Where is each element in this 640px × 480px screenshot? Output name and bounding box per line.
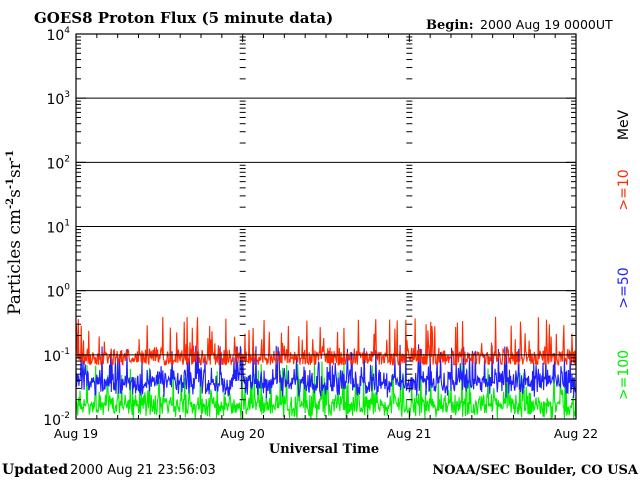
updated-label: Updated (2, 462, 68, 478)
legend-unit: MeV (616, 109, 632, 140)
y-tick-label-base: 10 (46, 28, 64, 44)
y-tick-label: 10-2 (43, 411, 70, 429)
x-tick-label: Aug 22 (554, 426, 598, 441)
y-tick-label-base: 10 (46, 285, 64, 301)
legend-ge10: >=10 (616, 169, 632, 210)
legend-ge50: >=50 (616, 267, 632, 308)
y-axis-label-part: s (5, 189, 25, 198)
y-tick-label-exponent: 2 (64, 154, 70, 164)
y-tick-label-exponent: -1 (61, 347, 70, 357)
x-tick-label: Aug 19 (54, 426, 98, 441)
y-tick-label: 104 (46, 26, 70, 44)
legend-ge100: >=100 (616, 350, 632, 400)
x-tick-label: Aug 21 (387, 426, 431, 441)
y-tick-label-exponent: 4 (64, 26, 70, 36)
y-tick-label-exponent: -2 (61, 411, 70, 421)
y-tick-label: 102 (46, 154, 70, 172)
y-tick-label-base: 10 (46, 221, 64, 237)
y-tick-label-exponent: 1 (64, 219, 70, 229)
source-credit: NOAA/SEC Boulder, CO USA (432, 463, 639, 478)
chart-title: GOES8 Proton Flux (5 minute data) (34, 9, 333, 27)
series-line-ge50 (75, 344, 577, 399)
y-tick-label: 101 (46, 219, 70, 237)
y-axis-label-exponent: -1 (5, 150, 16, 161)
y-tick-label-exponent: 0 (64, 283, 70, 293)
y-tick-label-base: 10 (46, 156, 64, 172)
begin-label: Begin: (426, 18, 474, 33)
x-axis-label: Universal Time (269, 442, 379, 457)
y-tick-label: 103 (46, 90, 70, 108)
y-axis-label-part: Particles cm (5, 209, 25, 315)
y-axis-label-exponent: -1 (5, 178, 16, 189)
begin-value: 2000 Aug 19 0000UT (480, 17, 613, 32)
updated-value: 2000 Aug 21 23:56:03 (70, 463, 216, 478)
y-tick-label: 100 (46, 283, 70, 301)
y-axis-label-part: sr (5, 160, 25, 178)
series-line-ge10 (75, 316, 577, 367)
y-tick-label-base: 10 (46, 92, 64, 108)
y-tick-label-base: 10 (43, 413, 61, 429)
y-tick-label-base: 10 (43, 349, 61, 365)
y-axis-label: Particles cm-2s-1sr-1 (5, 150, 25, 315)
y-tick-label: 10-1 (43, 347, 70, 365)
y-axis-label-exponent: -2 (5, 198, 16, 209)
x-tick-label: Aug 20 (221, 426, 265, 441)
y-tick-label-exponent: 3 (64, 90, 70, 100)
